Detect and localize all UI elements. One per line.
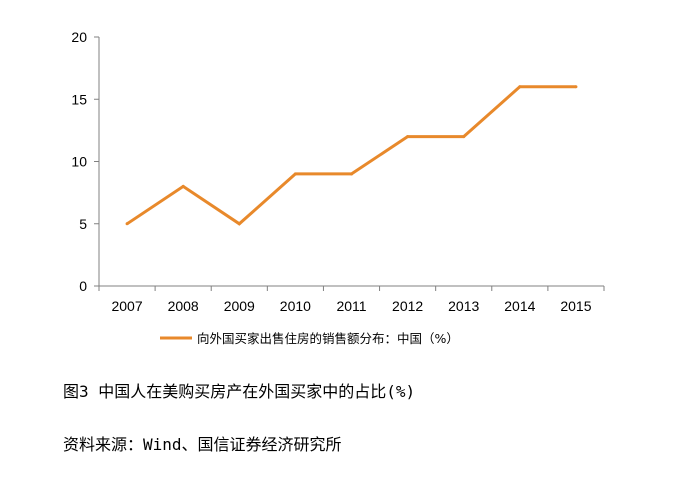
x-tick-label: 2007 <box>111 298 142 314</box>
legend-label: 向外国买家出售住房的销售额分布：中国（%） <box>197 331 459 346</box>
data-point <box>237 222 241 226</box>
x-tick-label: 2010 <box>280 298 311 314</box>
y-tick-label: 20 <box>71 29 87 45</box>
series-lines <box>125 85 578 226</box>
line-chart: 0 5 10 15 20 2007 2008 2009 2010 2011 2012 2013 201… <box>71 29 605 346</box>
data-point <box>574 85 578 89</box>
x-tick-label: 2013 <box>448 298 479 314</box>
y-tick-label: 15 <box>71 91 87 107</box>
data-point <box>181 184 185 188</box>
data-point <box>462 135 466 139</box>
data-point <box>518 85 522 89</box>
series-line <box>126 85 576 226</box>
source-caption: 资料来源：Wind、国信证券经济研究所 <box>63 435 342 454</box>
x-axis: 2007 2008 2009 2010 2011 2012 2013 2014 2015 <box>98 285 605 314</box>
y-tick-label: 5 <box>79 216 87 232</box>
data-point <box>125 222 129 226</box>
data-point <box>406 135 410 139</box>
y-axis: 0 5 10 15 20 <box>71 29 100 294</box>
x-tick-label: 2008 <box>168 298 199 314</box>
x-tick-label: 2012 <box>392 298 423 314</box>
data-point <box>293 172 297 176</box>
legend: 向外国买家出售住房的销售额分布：中国（%） <box>160 331 459 346</box>
x-tick-label: 2011 <box>336 298 366 314</box>
y-tick-label: 10 <box>71 154 87 170</box>
x-tick-label: 2014 <box>504 298 535 314</box>
x-tick-label: 2009 <box>224 298 255 314</box>
figure-caption: 图3 中国人在美购买房产在外国买家中的占比(%) <box>63 382 416 401</box>
x-tick-label: 2015 <box>560 298 591 314</box>
y-tick-label: 0 <box>79 278 87 294</box>
data-point <box>350 172 353 176</box>
